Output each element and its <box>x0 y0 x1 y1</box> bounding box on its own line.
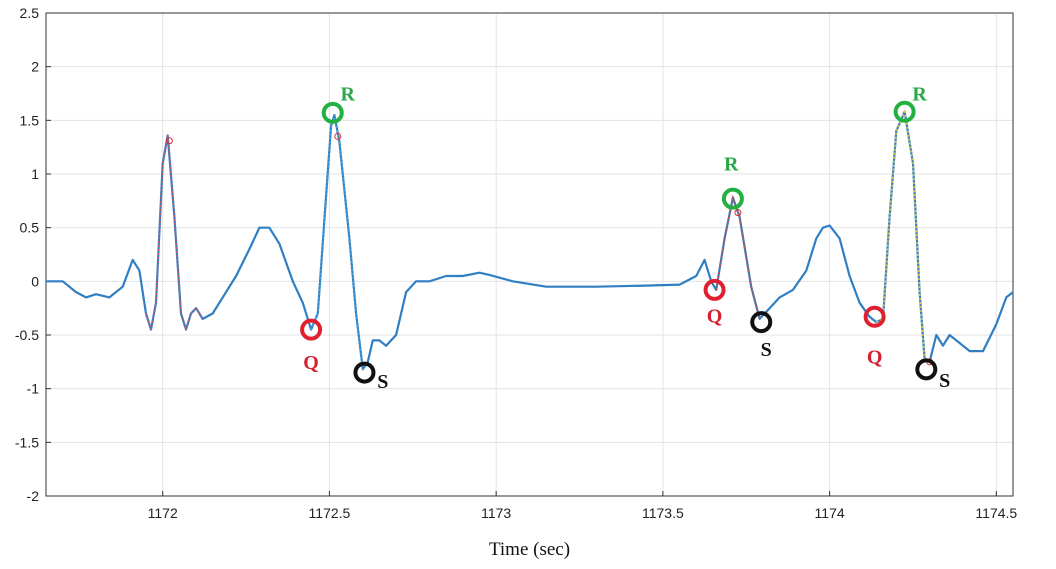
r-label: R <box>912 84 927 106</box>
s-marker-circle <box>353 361 376 384</box>
small-marker <box>734 209 742 217</box>
y-tick-label: 1 <box>31 166 39 182</box>
highlight-segment <box>145 135 204 333</box>
y-tick-label: 2 <box>31 59 39 75</box>
qrs-highlights <box>145 108 931 370</box>
y-tick-label: -2 <box>27 488 40 504</box>
x-axis-label: Time (sec) <box>489 539 570 560</box>
signal-line <box>46 110 1014 371</box>
s-marker-circle <box>915 358 938 381</box>
small-marker <box>334 132 342 140</box>
qrs-annotations: R Q S R Q S R Q S <box>300 84 950 393</box>
y-tick-label: 0.5 <box>20 220 40 236</box>
q-marker-circle <box>300 318 323 341</box>
x-tick-label: 1172 <box>148 505 178 521</box>
s-marker-circle <box>750 311 773 334</box>
s-label: S <box>939 370 950 392</box>
q-label: Q <box>867 346 883 368</box>
plot-frame <box>45 12 1014 497</box>
r-marker-circle <box>721 187 744 210</box>
x-axis: 1172 1172.5 1173 1173.5 1174 1174.5 <box>148 491 1017 521</box>
small-marker <box>165 137 173 145</box>
highlight-segment <box>875 108 931 363</box>
ecg-trace <box>46 110 1014 371</box>
y-tick-label: 0 <box>31 273 39 289</box>
y-tick-label: -0.5 <box>15 327 39 343</box>
x-tick-label: 1174.5 <box>975 505 1017 521</box>
y-axis: -2 -1.5 -1 -0.5 0 0.5 1 1.5 2 2.5 <box>15 5 51 504</box>
y-tick-label: 1.5 <box>20 112 40 128</box>
y-tick-label: -1.5 <box>15 434 39 450</box>
x-tick-label: 1173.5 <box>642 505 684 521</box>
s-label: S <box>377 371 388 393</box>
y-tick-label: 2.5 <box>20 5 40 21</box>
grid <box>46 12 1013 497</box>
r-label: R <box>341 84 356 106</box>
q-label: Q <box>303 352 319 374</box>
r-label: R <box>724 153 739 175</box>
x-tick-label: 1172.5 <box>309 505 351 521</box>
r-marker-circle <box>321 101 344 124</box>
highlight-segment <box>310 114 364 370</box>
y-tick-label: -1 <box>27 381 40 397</box>
x-tick-label: 1173 <box>481 505 511 521</box>
x-tick-label: 1174 <box>815 505 845 521</box>
q-label: Q <box>707 306 723 328</box>
r-marker-circle <box>893 100 916 123</box>
q-marker-circle <box>703 278 726 301</box>
q-marker-circle <box>863 305 886 328</box>
s-label: S <box>761 339 772 361</box>
